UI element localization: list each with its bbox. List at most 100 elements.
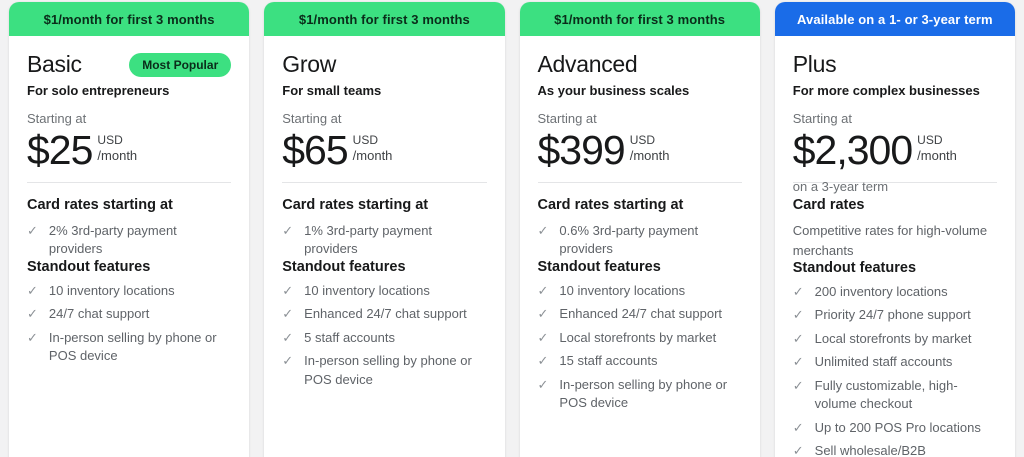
check-icon: ✓ [792, 307, 804, 323]
feature-item: ✓ Enhanced 24/7 chat support [282, 305, 486, 323]
feature-text: Enhanced 24/7 chat support [559, 306, 723, 322]
check-icon: ✓ [792, 419, 804, 435]
feature-text: Fully customizable, high-volume checkout [814, 377, 958, 412]
plan-card-grow: $1/month for first 3 months Grow For sma… [264, 2, 505, 457]
feature-item: ✓ 10 inventory locations [27, 282, 231, 300]
feature-item: ✓ Fully customizable, high-volume checko… [793, 377, 997, 414]
check-icon: ✓ [27, 329, 38, 345]
feature-item: ✓ In-person selling by phone or POS devi… [538, 376, 742, 413]
feature-text: Up to 200 POS Pro locations [814, 419, 981, 435]
feature-item: ✓ 15 staff accounts [538, 352, 742, 370]
card-rate-text: 1% 3rd-party payment providers [304, 223, 433, 257]
plan-card-advanced: $1/month for first 3 months Advanced As … [519, 2, 760, 457]
plan-tagline: For small teams [282, 83, 382, 98]
feature-item: ✓ Priority 24/7 phone support [793, 306, 997, 324]
price: $25 USD /month [27, 127, 231, 173]
check-icon: ✓ [537, 282, 549, 298]
divider [537, 182, 742, 183]
most-popular-badge: Most Popular [129, 52, 232, 77]
plan-card-body: Plus For more complex businesses Startin… [775, 36, 1015, 457]
price-note: on a 3-year term [792, 178, 889, 194]
price-meta: USD /month [917, 131, 957, 170]
price-prefix: Starting at [27, 111, 87, 126]
check-icon: ✓ [282, 353, 294, 369]
price-meta: USD /month [97, 131, 137, 170]
price-period: /month [352, 148, 393, 163]
plan-card-body: Advanced As your business scales Startin… [520, 36, 760, 413]
standout-features-heading: Standout features [537, 258, 661, 275]
divider [27, 182, 232, 183]
standout-features-section: Standout features ✓ 200 inventory locati… [793, 260, 997, 457]
plan-header: Advanced As your business scales Startin… [538, 51, 742, 182]
card-rates-heading: Card rates starting at [537, 197, 684, 213]
plan-name: Plus [792, 51, 837, 77]
feature-item: ✓ In-person selling by phone or POS devi… [282, 352, 486, 389]
feature-text: Enhanced 24/7 chat support [304, 306, 467, 322]
check-icon: ✓ [792, 354, 804, 370]
check-icon: ✓ [792, 284, 804, 299]
feature-item: ✓ Unlimited staff accounts [793, 353, 997, 371]
check-icon: ✓ [537, 353, 549, 369]
check-icon: ✓ [537, 223, 549, 238]
feature-item: ✓ Local storefronts by market [793, 330, 997, 348]
price-period: /month [97, 148, 138, 163]
card-rate-item: ✓ 1% 3rd-party payment providers [282, 222, 486, 259]
price-prefix: Starting at [282, 111, 342, 126]
feature-item: ✓ Sell wholesale/B2B [793, 442, 997, 457]
price-period: /month [629, 148, 670, 163]
plan-header: Basic Most Popular For solo entrepreneur… [27, 51, 232, 182]
plan-card-body: Grow For small teams Starting at $65 USD… [264, 36, 504, 389]
divider [792, 182, 997, 183]
price: $2,300 USD /month [792, 127, 997, 173]
feature-text: 200 inventory locations [814, 284, 948, 299]
check-icon: ✓ [27, 282, 38, 298]
card-rate-text: 2% 3rd-party payment providers [48, 223, 177, 257]
feature-item: ✓ 200 inventory locations [793, 283, 997, 301]
price-amount: $2,300 [792, 127, 913, 173]
promo-banner: $1/month for first 3 months [264, 2, 505, 36]
feature-text: 10 inventory locations [48, 282, 175, 298]
price-period: /month [917, 148, 957, 163]
feature-item: ✓ Enhanced 24/7 chat support [538, 305, 742, 323]
check-icon: ✓ [792, 377, 804, 393]
plan-name: Advanced [537, 51, 638, 77]
feature-text: 15 staff accounts [559, 353, 658, 369]
feature-item: ✓ Local storefronts by market [538, 329, 742, 347]
card-rates-section: Card rates starting at ✓ 0.6% 3rd-party … [538, 183, 742, 259]
plan-card-plus: Available on a 1- or 3-year term Plus Fo… [774, 2, 1015, 457]
feature-text: In-person selling by phone or POS device [559, 376, 728, 411]
feature-text: Sell wholesale/B2B [814, 443, 926, 457]
feature-text: 10 inventory locations [559, 282, 686, 298]
price: $65 USD /month [282, 130, 486, 171]
check-icon: ✓ [27, 223, 38, 238]
check-icon: ✓ [282, 329, 294, 345]
card-rate-item: ✓ 2% 3rd-party payment providers [27, 222, 231, 259]
price-amount: $25 [27, 127, 93, 173]
card-rate-item: ✓ 0.6% 3rd-party payment providers [538, 222, 742, 259]
price-meta: USD /month [353, 131, 393, 170]
feature-item: ✓ Up to 200 POS Pro locations [793, 419, 997, 437]
price-currency: USD [917, 133, 943, 147]
price-currency: USD [352, 133, 379, 147]
plan-card-basic: $1/month for first 3 months Basic Most P… [9, 2, 250, 457]
feature-item: ✓ 10 inventory locations [538, 282, 742, 300]
plan-name: Grow [282, 51, 337, 77]
feature-text: In-person selling by phone or POS device [304, 353, 472, 387]
standout-features-heading: Standout features [792, 260, 917, 276]
plan-card-body: Basic Most Popular For solo entrepreneur… [9, 36, 249, 366]
price-prefix: Starting at [792, 111, 853, 126]
feature-text: 5 staff accounts [304, 329, 395, 345]
check-icon: ✓ [537, 329, 549, 345]
check-icon: ✓ [282, 223, 294, 238]
feature-text: In-person selling by phone or POS device [48, 329, 217, 364]
card-rates-section: Card rates starting at ✓ 1% 3rd-party pa… [282, 183, 486, 259]
feature-text: Local storefronts by market [814, 330, 972, 346]
card-rates-section: Card rates starting at ✓ 2% 3rd-party pa… [27, 183, 231, 259]
standout-features-heading: Standout features [282, 258, 406, 275]
plan-header: Grow For small teams Starting at $65 USD… [282, 51, 486, 182]
card-rates-heading: Card rates [792, 197, 865, 213]
plan-tagline: As your business scales [537, 83, 690, 98]
card-rates-heading: Card rates starting at [282, 197, 429, 213]
check-icon: ✓ [282, 306, 294, 322]
